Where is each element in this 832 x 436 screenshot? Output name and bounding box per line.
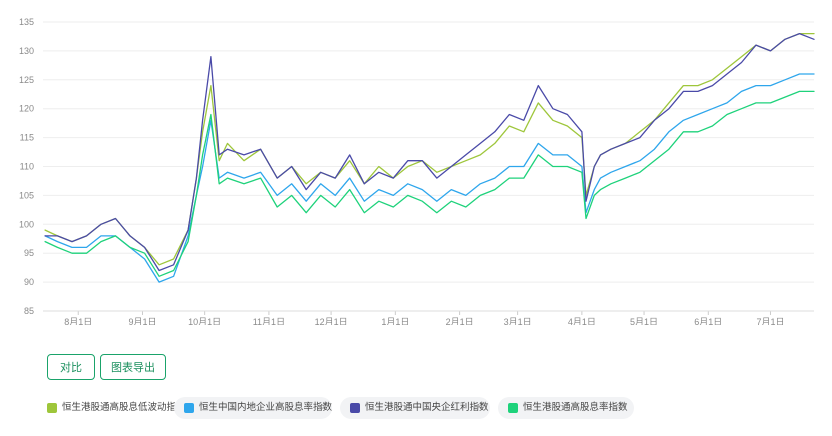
series-line-3 [44, 90, 815, 277]
y-tick-label: 105 [19, 190, 34, 200]
x-tick-label: 8月1日 [64, 317, 92, 325]
legend-label-0: 恒生港股通高股息低波动指数 [62, 402, 186, 413]
y-tick-label: 100 [19, 219, 34, 229]
x-tick-label: 2月1日 [446, 317, 474, 325]
x-tick-label: 5月1日 [630, 317, 658, 325]
y-tick-label: 85 [24, 306, 34, 316]
legend-label-3: 恒生港股通高股息率指数 [523, 402, 628, 413]
x-tick-label: 4月1日 [568, 317, 596, 325]
x-axis: 8月1日 9月1日 10月1日 11月1日 12月1日 1月1日 2月1日 3月1日 4月1日 5… [43, 310, 814, 325]
export-chart-button[interactable]: 图表导出 [100, 354, 166, 380]
y-tick-label: 115 [20, 133, 34, 143]
legend-item-0[interactable]: 恒生港股通高股息低波动指数 [40, 397, 186, 419]
y-tick-label: 135 [19, 17, 34, 27]
y-tick-label: 110 [20, 162, 34, 172]
legend-swatch-1 [184, 403, 194, 413]
line-chart: 85 90 95 100 105 110 115 120 125 130 135 8月1日 9月1日 1… [19, 17, 815, 325]
series-line-2 [44, 32, 815, 272]
legend-close-icon[interactable]: × [620, 402, 626, 413]
grid [43, 21, 814, 312]
y-tick-label: 95 [24, 248, 34, 258]
legend-item-1[interactable]: 恒生中国内地企业高股息率指数 × [174, 397, 332, 419]
y-tick-label: 125 [19, 75, 34, 85]
compare-button[interactable]: 对比 [47, 354, 95, 380]
legend-label-2: 恒生港股通中国央企红利指数 [365, 402, 489, 413]
y-tick-label: 120 [19, 104, 34, 114]
y-axis: 85 90 95 100 105 110 115 120 125 130 135 [19, 17, 34, 316]
y-tick-label: 130 [19, 46, 34, 56]
x-tick-label: 11月1日 [253, 317, 285, 325]
legend-item-2[interactable]: 恒生港股通中国央企红利指数 × [340, 397, 490, 419]
x-tick-label: 7月1日 [756, 317, 784, 325]
x-tick-label: 1月1日 [381, 317, 409, 325]
legend-swatch-0 [47, 403, 57, 413]
legend-swatch-2 [350, 403, 360, 413]
x-tick-label: 6月1日 [694, 317, 722, 325]
series-group [44, 32, 815, 283]
x-tick-label: 3月1日 [504, 317, 532, 325]
x-tick-label: 12月1日 [315, 317, 348, 325]
legend-close-icon[interactable]: × [318, 402, 324, 413]
series-line-0 [44, 32, 815, 266]
series-line-1 [44, 73, 815, 283]
legend-item-3[interactable]: 恒生港股通高股息率指数 × [498, 397, 634, 419]
legend-close-icon[interactable]: × [476, 402, 482, 413]
y-tick-label: 90 [24, 277, 34, 287]
x-tick-label: 10月1日 [188, 317, 221, 325]
legend-label-1: 恒生中国内地企业高股息率指数 [199, 402, 333, 413]
x-tick-label: 9月1日 [128, 317, 156, 325]
legend-swatch-3 [508, 403, 518, 413]
